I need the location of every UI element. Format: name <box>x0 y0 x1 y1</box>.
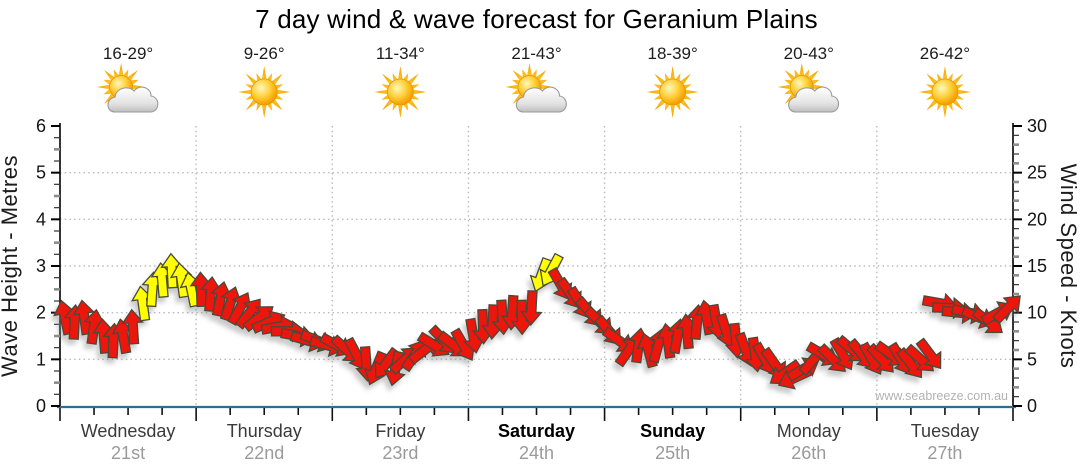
sun-icon <box>646 66 699 118</box>
sun-disc <box>250 78 278 106</box>
left-tick-label: 3 <box>36 256 46 276</box>
day-label: Thursday <box>227 421 302 441</box>
right-tick-label: 15 <box>1027 256 1047 276</box>
cloud <box>107 86 159 113</box>
wind-arrow-series <box>53 252 1021 390</box>
date-label: 22nd <box>244 443 284 463</box>
left-tick-label: 5 <box>36 163 46 183</box>
left-axis-title: Wave Height - Metres <box>0 155 22 377</box>
day-label: Friday <box>375 421 425 441</box>
day-label: Tuesday <box>911 421 979 441</box>
wind-arrow <box>760 346 786 379</box>
day-label: Saturday <box>498 421 575 441</box>
temp-range: 21-43° <box>511 44 561 63</box>
watermark: www.seabreeze.com.au <box>874 389 1008 403</box>
temp-range: 26-42° <box>920 44 970 63</box>
sun-disc <box>659 78 687 106</box>
right-tick-label: 25 <box>1027 163 1047 183</box>
temp-range: 9-26° <box>244 44 285 63</box>
date-label: 24th <box>519 443 554 463</box>
sun-icon <box>374 66 427 118</box>
day-label: Sunday <box>640 421 705 441</box>
sun-cloud-icon <box>777 63 840 113</box>
date-label: 27th <box>927 443 962 463</box>
right-tick-label: 0 <box>1027 396 1037 416</box>
wind-arrow <box>121 308 144 345</box>
wind-arrow <box>72 299 96 336</box>
cloud <box>515 86 567 113</box>
left-tick-label: 6 <box>36 116 46 136</box>
sun-disc <box>386 78 414 106</box>
page-title: 7 day wind & wave forecast for Geranium … <box>255 4 818 34</box>
right-axis-title: Wind Speed - Knots <box>1056 164 1080 369</box>
sun-icon <box>238 66 291 118</box>
date-label: 25th <box>655 443 690 463</box>
sun-cloud-icon <box>97 63 159 113</box>
left-tick-label: 0 <box>36 396 46 416</box>
right-tick-label: 20 <box>1027 209 1047 229</box>
wind-arrow <box>991 295 1021 325</box>
day-label: Monday <box>777 421 841 441</box>
sun-disc <box>931 78 959 106</box>
sun-cloud-icon <box>505 63 567 113</box>
day-label: Wednesday <box>81 421 176 441</box>
right-tick-label: 10 <box>1027 303 1047 323</box>
date-label: 23rd <box>382 443 418 463</box>
right-tick-label: 5 <box>1027 349 1037 369</box>
cloud <box>788 86 840 113</box>
wind-arrow <box>915 337 942 370</box>
date-label: 21st <box>111 443 145 463</box>
wind-arrow <box>601 326 634 352</box>
temp-range: 20-43° <box>784 44 834 63</box>
temp-range: 18-39° <box>648 44 698 63</box>
left-tick-label: 1 <box>36 349 46 369</box>
date-label: 26th <box>791 443 826 463</box>
temp-range: 11-34° <box>376 44 425 63</box>
left-tick-label: 4 <box>36 209 46 229</box>
left-tick-label: 2 <box>36 303 46 323</box>
wind-arrow <box>520 290 543 327</box>
right-tick-label: 30 <box>1027 116 1047 136</box>
temp-range: 16-29° <box>103 44 153 63</box>
sun-icon <box>918 66 971 118</box>
